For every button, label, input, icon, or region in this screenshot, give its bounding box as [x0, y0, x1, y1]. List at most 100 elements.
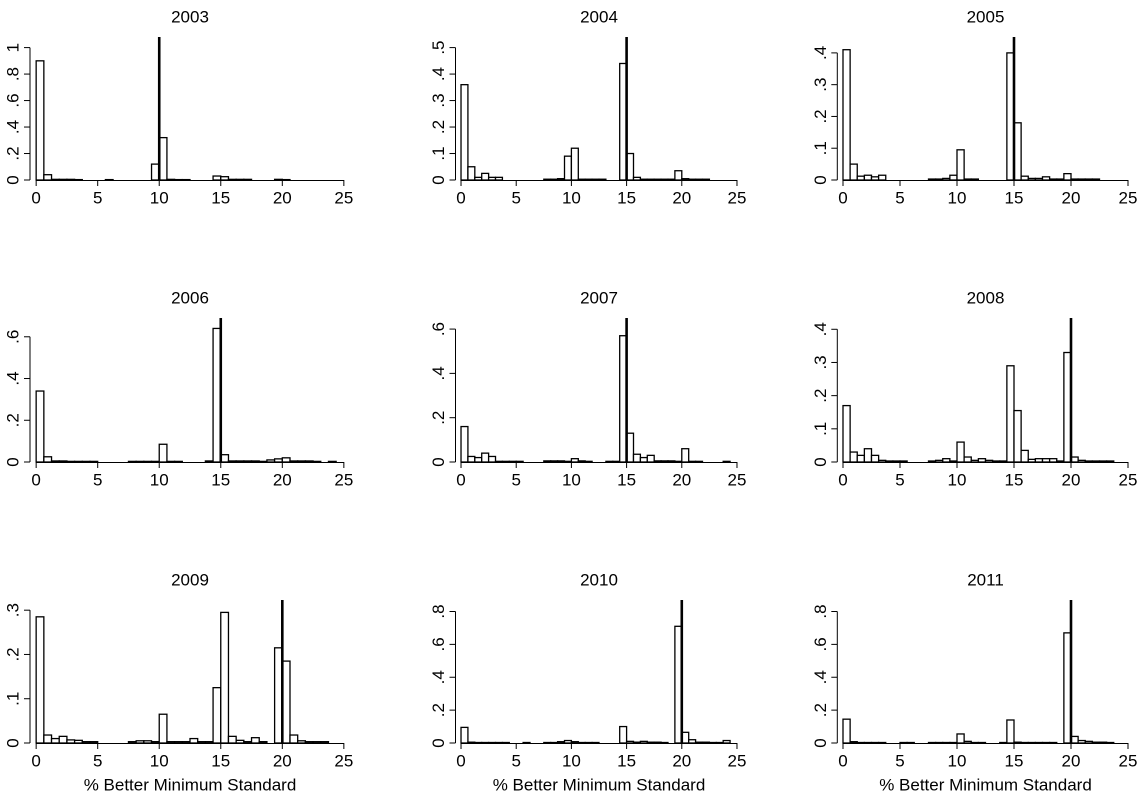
bar: [35, 616, 45, 744]
x-axis-label: % Better Minimum Standard: [84, 775, 297, 794]
bar: [1006, 719, 1015, 744]
bar: [158, 713, 168, 744]
x-axis-label: % Better Minimum Standard: [493, 775, 706, 794]
bar: [934, 459, 944, 463]
y-tick-label: .4: [3, 371, 22, 385]
x-tick-label: 10: [150, 188, 169, 207]
bar: [942, 458, 951, 463]
bar: [722, 460, 731, 463]
bar: [1091, 178, 1101, 181]
x-tick-label: 20: [273, 188, 292, 207]
bar: [35, 60, 45, 181]
x-tick-label: 25: [1119, 751, 1138, 770]
bar: [598, 178, 607, 181]
bar: [949, 460, 958, 463]
bar: [243, 741, 253, 744]
x-tick-label: 15: [211, 188, 230, 207]
bar: [849, 741, 858, 744]
x-tick-label: 20: [273, 751, 292, 770]
bar: [81, 741, 91, 744]
bar: [1034, 177, 1044, 181]
x-tick-label: 5: [511, 470, 520, 489]
x-tick-label: 0: [456, 751, 465, 770]
y-tick-label: .6: [429, 322, 448, 336]
bar: [127, 741, 137, 744]
bar: [50, 737, 60, 744]
x-tick-label: 15: [617, 188, 636, 207]
bar: [1048, 178, 1058, 181]
bar: [1098, 460, 1108, 463]
bar: [570, 147, 579, 181]
y-tick-label: 1: [3, 43, 22, 52]
bar: [73, 739, 83, 744]
bar: [66, 178, 76, 181]
bar: [1056, 460, 1065, 463]
bar: [289, 734, 299, 744]
bar: [1013, 741, 1022, 744]
bar: [563, 155, 573, 181]
x-tick-label: 0: [456, 188, 465, 207]
bar: [289, 460, 299, 463]
bar: [266, 459, 276, 463]
bar: [1077, 459, 1086, 463]
bar: [667, 178, 676, 181]
bar: [173, 460, 183, 463]
bar: [991, 460, 1001, 463]
bar: [273, 178, 283, 181]
bar: [632, 176, 642, 181]
bar: [877, 459, 887, 463]
bar: [877, 174, 887, 181]
bar: [681, 448, 690, 463]
bar: [1098, 741, 1108, 744]
bar: [1084, 460, 1094, 463]
y-tick-label: 0: [811, 175, 830, 184]
y-tick-label: .1: [811, 141, 830, 155]
bar: [563, 460, 573, 463]
bar: [863, 174, 873, 181]
x-tick-label: 10: [150, 751, 169, 770]
bar: [605, 460, 614, 463]
bar: [556, 178, 566, 181]
bar: [235, 739, 245, 744]
y-tick-label: 0: [429, 175, 448, 184]
bar: [212, 175, 222, 181]
bar: [487, 455, 497, 463]
x-tick-label: 20: [1062, 751, 1081, 770]
bar: [220, 611, 230, 744]
bar: [189, 737, 199, 744]
bar: [43, 456, 53, 463]
y-tick-label: .5: [429, 40, 448, 54]
x-tick-label: 20: [672, 188, 691, 207]
bar: [543, 460, 552, 463]
bar: [58, 460, 68, 463]
bar: [577, 460, 586, 463]
y-tick-label: .1: [3, 692, 22, 706]
y-tick-label: .6: [3, 330, 22, 344]
x-tick-label: 15: [1005, 470, 1024, 489]
y-tick-label: .1: [429, 146, 448, 160]
y-tick-label: .3: [811, 78, 830, 92]
y-tick-label: .3: [429, 93, 448, 107]
bar: [467, 166, 476, 181]
x-tick-label: 20: [672, 470, 691, 489]
bar: [150, 741, 160, 744]
bar: [570, 741, 579, 744]
bar: [50, 460, 60, 463]
bar: [474, 456, 483, 463]
bar: [646, 178, 655, 181]
y-tick-label: .4: [429, 67, 448, 81]
bar: [494, 176, 504, 181]
y-tick-label: 0: [811, 738, 830, 747]
bar: [1048, 458, 1058, 463]
x-tick-label: 15: [617, 470, 636, 489]
bar: [646, 454, 655, 463]
bar: [892, 460, 901, 463]
x-axis-label: % Better Minimum Standard: [879, 775, 1092, 794]
bar: [481, 452, 490, 463]
bar: [842, 404, 851, 463]
bar: [584, 178, 593, 181]
x-tick-label: 0: [31, 751, 40, 770]
bar: [212, 687, 222, 744]
bar: [58, 178, 68, 181]
